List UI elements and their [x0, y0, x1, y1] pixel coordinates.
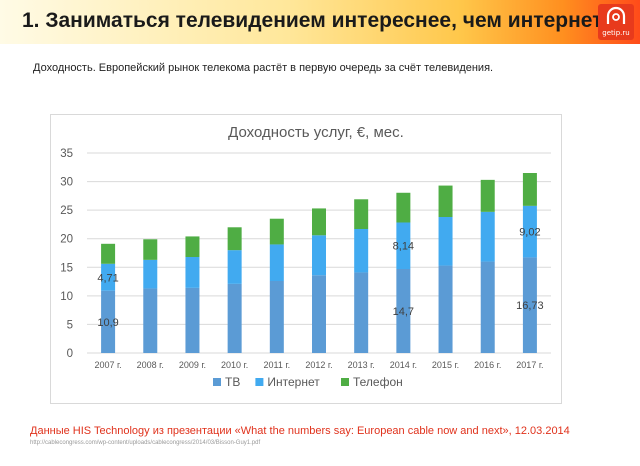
bar-internet [438, 217, 453, 266]
bar-phone [480, 179, 495, 212]
x-axis-ticks: 2007 г. 2008 г. 2009 г. 2010 г. 2011 г. 2012 … [94, 360, 543, 370]
legend: ТВ Интернет Телефон [213, 375, 403, 389]
data-label: 16,73 [516, 300, 544, 312]
x-tick-label: 2017 г. [516, 360, 543, 370]
bars [101, 173, 537, 353]
bar-phone [227, 227, 242, 251]
brand-logo-icon[interactable]: getip.ru [598, 4, 634, 40]
bar-internet [269, 244, 284, 281]
bar-internet [185, 257, 200, 288]
legend-label: ТВ [225, 375, 240, 389]
data-label: 9,02 [519, 227, 540, 239]
bar-tv [143, 288, 158, 353]
data-label: 8,14 [393, 241, 414, 253]
bar-tv [185, 287, 200, 353]
y-tick-label: 20 [60, 234, 73, 246]
data-label: 4,71 [97, 272, 118, 284]
logo-text: getip.ru [602, 29, 630, 37]
bar-internet [354, 229, 369, 273]
bar-phone [269, 218, 284, 245]
x-tick-label: 2007 г. [94, 360, 121, 370]
bar-phone [522, 173, 537, 206]
bar-phone [312, 208, 326, 236]
source-link[interactable]: http://cablecongress.com/wp-content/uplo… [30, 440, 261, 446]
y-tick-label: 15 [60, 262, 73, 274]
y-tick-label: 30 [60, 177, 73, 189]
bar-tv [312, 275, 326, 353]
bar-internet [101, 263, 116, 291]
data-label: 14,7 [393, 306, 414, 318]
y-tick-label: 35 [60, 148, 73, 160]
bar-internet [480, 211, 495, 262]
bar-phone [185, 236, 200, 257]
legend-label: Телефон [353, 375, 403, 389]
bar-tv [522, 257, 537, 353]
bar-tv [396, 269, 411, 353]
page-title: 1. Заниматься телевидением интереснее, ч… [22, 9, 631, 32]
bar-internet [522, 205, 537, 258]
logo-mark-icon [606, 6, 626, 24]
data-labels: 10,9 4,71 14,7 8,14 16,73 9,02 [97, 227, 543, 329]
x-tick-label: 2010 г. [221, 360, 248, 370]
x-tick-label: 2008 г. [137, 360, 164, 370]
bar-phone [101, 243, 116, 264]
x-tick-label: 2012 г. [305, 360, 332, 370]
x-tick-label: 2011 г. [264, 360, 291, 370]
bar-internet [143, 259, 158, 289]
bar-tv [480, 261, 495, 353]
bar-internet [396, 222, 411, 269]
bar-phone [354, 199, 369, 229]
y-tick-label: 0 [67, 348, 73, 360]
bar-tv [227, 283, 242, 353]
revenue-chart: Доходность услуг, €, мес. 0 5 10 15 20 25 30 35… [60, 124, 551, 389]
x-tick-label: 2013 г. [348, 360, 375, 370]
bar-internet [227, 250, 242, 284]
bar-phone [396, 192, 411, 223]
legend-swatch [341, 378, 349, 386]
header-bar: 1. Заниматься телевидением интереснее, ч… [0, 0, 640, 44]
bar-phone [438, 185, 453, 217]
y-tick-label: 25 [60, 205, 73, 217]
legend-swatch [255, 378, 264, 386]
y-tick-label: 10 [60, 291, 73, 303]
bar-phone [143, 239, 158, 260]
bar-tv [438, 265, 453, 353]
bar-tv [354, 272, 369, 353]
bar-internet [312, 235, 326, 276]
y-tick-label: 5 [67, 319, 73, 331]
source-note: Данные HIS Technology из презентации «Wh… [30, 425, 570, 437]
x-tick-label: 2009 г. [179, 360, 206, 370]
x-tick-label: 2016 г. [474, 360, 501, 370]
y-axis-ticks: 0 5 10 15 20 25 30 35 [60, 148, 73, 360]
chart-frame: Доходность услуг, €, мес. 0 5 10 15 20 25 30 35… [50, 114, 562, 404]
bar-tv [101, 290, 116, 353]
x-tick-label: 2015 г. [432, 360, 459, 370]
slide-subtitle: Доходность. Европейский рынок телекома р… [33, 62, 494, 74]
bar-tv [269, 281, 284, 353]
data-label: 10,9 [97, 317, 118, 329]
x-tick-label: 2014 г. [390, 360, 417, 370]
legend-swatch [213, 378, 221, 386]
chart-title: Доходность услуг, €, мес. [228, 124, 404, 141]
legend-label: Интернет [267, 375, 320, 389]
